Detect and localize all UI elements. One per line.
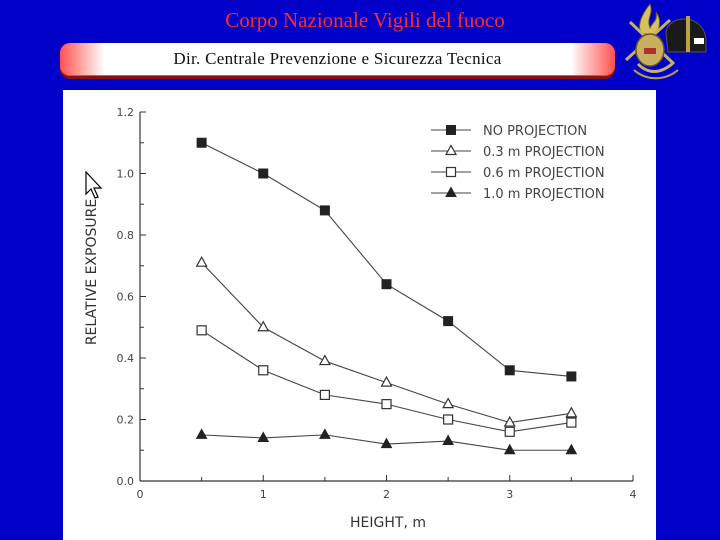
- x-tick-label: 4: [630, 488, 637, 501]
- series-markers: [195, 137, 578, 455]
- data-point-2: [319, 389, 330, 400]
- x-tick-label: 3: [506, 488, 513, 501]
- data-point-1: [565, 406, 578, 418]
- y-axis-label: RELATIVE EXPOSURE: [84, 199, 100, 345]
- data-point-1: [195, 255, 208, 267]
- data-point-3: [257, 431, 270, 442]
- y-tick-label: 0.6: [117, 291, 135, 304]
- x-tick-label: 1: [260, 488, 267, 501]
- legend-marker: [446, 125, 456, 135]
- data-point-2: [381, 399, 392, 410]
- legend-label: 1.0 m PROJECTION: [483, 187, 605, 202]
- subtitle-text: Dir. Centrale Prevenzione e Sicurezza Te…: [60, 43, 615, 75]
- data-point-3: [565, 443, 578, 455]
- legend-label: 0.6 m PROJECTION: [483, 166, 605, 181]
- data-point-2: [196, 325, 207, 336]
- data-point-0: [319, 205, 330, 216]
- subtitle-banner: Dir. Centrale Prevenzione e Sicurezza Te…: [60, 43, 615, 76]
- data-point-0: [381, 279, 392, 290]
- data-point-2: [566, 417, 577, 428]
- legend-marker: [445, 166, 457, 178]
- y-tick-label: 1.2: [117, 106, 135, 119]
- data-point-1: [380, 375, 393, 387]
- data-point-0: [566, 371, 577, 382]
- data-point-1: [503, 415, 516, 427]
- y-tick-label: 0.4: [117, 352, 135, 365]
- y-tick-label: 0.8: [117, 229, 135, 242]
- data-point-0: [443, 316, 454, 327]
- chart-axes: 0.0 0.2 0.4 0.6 0.8 1.0 1.2 0 1 2 3 4: [117, 106, 637, 501]
- legend-marker: [445, 186, 457, 197]
- data-point-3: [442, 434, 454, 446]
- data-point-2: [443, 414, 454, 425]
- x-axis-label: HEIGHT, m: [350, 515, 426, 531]
- y-tick-label: 0.0: [117, 475, 135, 488]
- data-point-0: [196, 137, 207, 148]
- data-point-2: [504, 426, 515, 437]
- data-point-3: [380, 437, 393, 449]
- y-tick-label: 1.0: [117, 168, 135, 181]
- fire-brigade-emblem-icon: [620, 0, 712, 82]
- data-point-0: [504, 365, 515, 376]
- chart-legend: NO PROJECTION 0.3 m PROJECTION 0.6 m PROJE…: [431, 124, 605, 202]
- chart-panel: 0.0 0.2 0.4 0.6 0.8 1.0 1.2 0 1 2 3 4 NO PROJECTION…: [63, 90, 656, 540]
- exposure-chart: 0.0 0.2 0.4 0.6 0.8 1.0 1.2 0 1 2 3 4 NO PROJECTION…: [84, 106, 637, 531]
- x-tick-label: 0: [137, 488, 144, 501]
- y-tick-label: 0.2: [117, 414, 135, 427]
- data-point-1: [442, 397, 455, 409]
- mouse-pointer-icon: [84, 170, 104, 205]
- x-tick-label: 2: [383, 488, 390, 501]
- legend-marker: [444, 144, 458, 156]
- data-point-0: [258, 168, 269, 179]
- legend-label: 0.3 m PROJECTION: [483, 145, 605, 160]
- data-point-3: [319, 428, 331, 439]
- data-point-2: [258, 365, 269, 376]
- data-point-1: [257, 320, 270, 332]
- data-point-1: [318, 354, 331, 366]
- legend-label: NO PROJECTION: [483, 124, 587, 139]
- page-title: Corpo Nazionale Vigili del fuoco: [225, 8, 505, 32]
- data-point-3: [195, 428, 208, 439]
- data-point-3: [503, 443, 516, 455]
